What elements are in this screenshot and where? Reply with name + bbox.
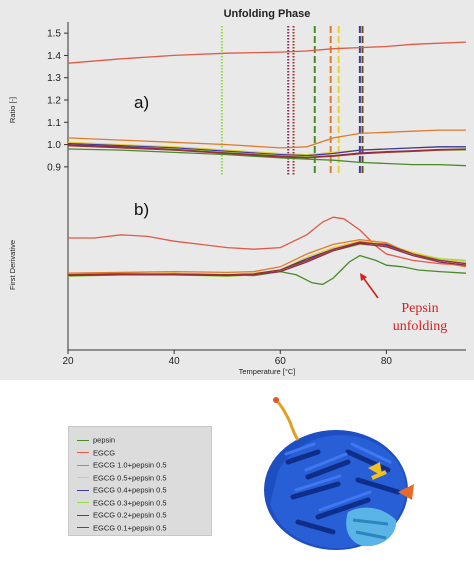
series-line-derivative (68, 216, 467, 266)
series-line-ratio (67, 41, 467, 64)
series-line-derivative (67, 240, 467, 276)
legend-label: EGCG 0.1+pepsin 0.5 (93, 523, 167, 533)
panel-label-a: a) (134, 93, 149, 112)
series-line-ratio (67, 148, 467, 167)
legend-swatch (77, 489, 89, 491)
legend-label: EGCG 0.3+pepsin 0.5 (93, 498, 167, 508)
annotation-arrow (361, 275, 379, 299)
chart-background (0, 0, 474, 380)
protein-ribbon-termini (273, 397, 414, 500)
legend-swatch (77, 439, 89, 441)
legend-swatch (77, 502, 89, 504)
chart-frame (64, 22, 466, 354)
legend-swatch (77, 527, 89, 529)
series-line-derivative (67, 241, 467, 276)
annotation-text-line2: unfolding (393, 319, 447, 334)
y-axis-label-derivative: First Derivative (8, 240, 17, 290)
legend-label: EGCG 0.2+pepsin 0.5 (93, 510, 167, 520)
x-axis-label: Temperature [°C] (239, 367, 296, 376)
y-tick-label: 1.5 (47, 29, 61, 40)
x-tick-label: 20 (62, 356, 74, 367)
legend-swatch (77, 477, 89, 479)
series-line-ratio (67, 145, 467, 159)
protein-structure-icon (264, 397, 414, 550)
legend-item: EGCG 0.4+pepsin 0.5 (77, 485, 167, 495)
chart-marks (67, 26, 467, 299)
legend-item: EGCG 1.0+pepsin 0.5 (77, 460, 167, 470)
legend-label: EGCG 0.4+pepsin 0.5 (93, 485, 167, 495)
annotation-text-line1: Pepsin (401, 301, 438, 316)
x-tick-label: 60 (275, 356, 287, 367)
annotation-arrowhead (360, 273, 367, 281)
y-tick-label: 1.1 (47, 118, 61, 129)
legend-swatch (77, 452, 89, 454)
x-tick-label: 80 (381, 356, 393, 367)
y-tick-label: 1.3 (47, 73, 61, 84)
legend-label: pepsin (93, 435, 116, 445)
chart-title: Unfolding Phase (224, 8, 311, 20)
legend: pepsin EGCG EGCG 1.0+pepsin 0.5 EGCG 0.5+pe… (68, 426, 212, 536)
y-tick-label: 1.2 (47, 96, 61, 107)
legend-label: EGCG (93, 448, 116, 458)
chart-labels: Unfolding Phase 0.9 1.0 1.1 1.2 1.3 1.4 1.5 20 40… (8, 8, 447, 376)
legend-swatch (77, 514, 89, 516)
y-tick-label: 0.9 (47, 162, 61, 173)
legend-item: EGCG 0.3+pepsin 0.5 (77, 498, 167, 508)
legend-swatch (77, 464, 89, 466)
series-line-ratio (67, 142, 466, 157)
y-tick-label: 1.0 (47, 140, 61, 151)
legend-item: EGCG 0.5+pepsin 0.5 (77, 473, 167, 483)
panel-label-b: b) (134, 200, 149, 219)
y-axis-label-ratio: Ratio [-] (8, 97, 17, 123)
x-tick-label: 40 (169, 356, 181, 367)
legend-item: EGCG 0.1+pepsin 0.5 (77, 523, 167, 533)
legend-item: EGCG (77, 448, 115, 458)
legend-label: EGCG 1.0+pepsin 0.5 (93, 460, 167, 470)
y-tick-label: 1.4 (47, 51, 61, 62)
legend-label: EGCG 0.5+pepsin 0.5 (93, 473, 167, 483)
legend-item: pepsin (77, 435, 115, 445)
series-line-derivative (67, 242, 467, 277)
series-line-ratio (67, 129, 466, 149)
chart-svg: Unfolding Phase 0.9 1.0 1.1 1.2 1.3 1.4 1.5 20 40… (0, 0, 474, 380)
protein-ribbon-light (346, 507, 397, 547)
legend-item: EGCG 0.2+pepsin 0.5 (77, 510, 167, 520)
